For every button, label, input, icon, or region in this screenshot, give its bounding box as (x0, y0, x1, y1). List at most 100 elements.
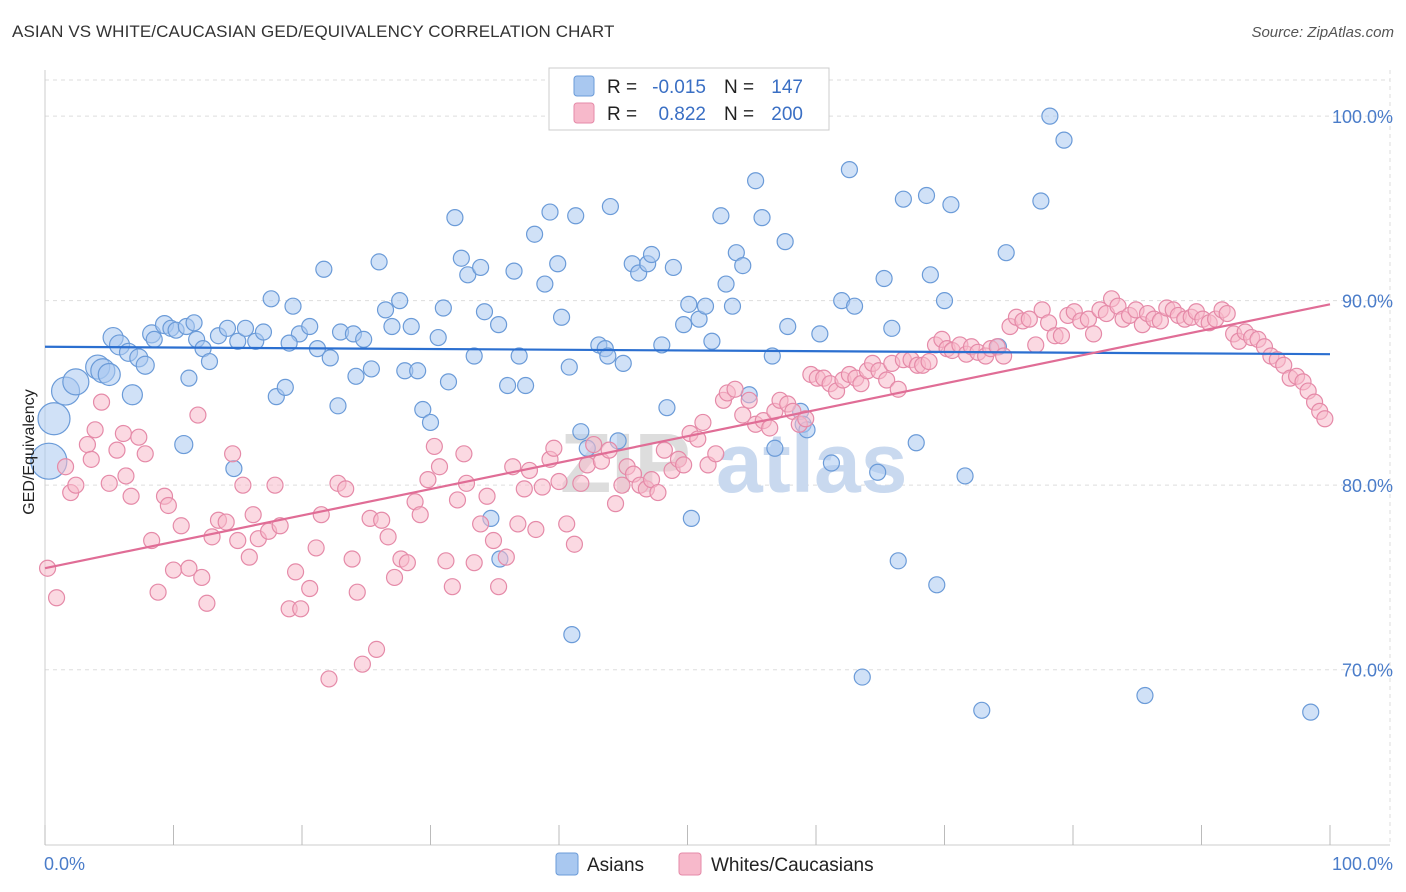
white-point-32 (240, 548, 258, 566)
asian-point-137 (997, 244, 1015, 262)
asian-point-95 (563, 626, 581, 644)
white-point-61 (430, 458, 449, 476)
white-point-110 (740, 391, 758, 409)
white-point-97 (655, 441, 673, 459)
asian-point-73 (525, 225, 544, 243)
asian-point-104 (723, 297, 742, 315)
asian-point-64 (472, 258, 490, 277)
white-point-74 (509, 515, 527, 533)
asian-point-113 (779, 317, 797, 336)
white-point-100 (675, 456, 693, 474)
asian-point-108 (747, 172, 765, 190)
white-point-25 (198, 594, 216, 612)
y-axis-title: GED/Equivalency (21, 389, 38, 514)
white-point-48 (348, 583, 366, 601)
asian-point-28 (180, 369, 198, 387)
white-point-203 (1316, 410, 1334, 428)
asian-point-123 (869, 463, 887, 481)
series-label-whites: Whites/Caucasians (711, 855, 874, 876)
asian-point-130 (921, 266, 939, 284)
asian-point-84 (599, 347, 617, 365)
white-point-85 (578, 456, 596, 474)
legend-asian-r-label: R = (607, 77, 637, 98)
asian-point-139 (1041, 107, 1059, 125)
white-point-86 (585, 435, 603, 454)
asian-point-92 (653, 336, 671, 354)
white-point-51 (367, 640, 386, 659)
white-point-42 (307, 539, 325, 557)
white-point-71 (490, 578, 508, 596)
asian-point-56 (421, 413, 440, 432)
legend-swatch-whites (573, 102, 595, 124)
white-point-40 (292, 600, 310, 618)
asian-point-142 (1302, 703, 1320, 721)
white-point-4 (67, 476, 85, 494)
asian-point-122 (853, 668, 871, 686)
white-point-139 (920, 352, 938, 371)
white-point-17 (149, 583, 167, 601)
white-point-109 (734, 406, 752, 424)
asian-point-120 (840, 161, 859, 179)
asian-point-30 (174, 434, 194, 455)
white-point-70 (484, 531, 503, 550)
white-point-81 (550, 472, 568, 491)
white-point-11 (114, 424, 132, 443)
white-point-72 (497, 548, 515, 566)
white-point-83 (565, 535, 584, 553)
white-point-24 (193, 568, 211, 587)
asian-point-124 (875, 269, 893, 288)
white-point-80 (545, 439, 563, 457)
y-tick-label-70: 70.0% (1342, 661, 1393, 681)
source-note: Source: ZipAtlas.com (1251, 24, 1394, 41)
white-point-5 (78, 435, 97, 454)
white-point-1 (47, 589, 66, 607)
asian-point-50 (383, 317, 401, 336)
white-point-36 (266, 476, 284, 494)
asian-point-60 (446, 209, 464, 227)
series-swatch-asians (555, 852, 579, 876)
asian-point-103 (717, 275, 735, 293)
asian-point-34 (262, 290, 280, 308)
asian-point-54 (409, 362, 427, 380)
white-point-46 (337, 480, 355, 498)
white-point-60 (425, 437, 443, 456)
white-point-151 (995, 347, 1013, 365)
asian-point-71 (510, 347, 528, 365)
white-point-82 (558, 515, 576, 533)
white-point-119 (797, 410, 815, 428)
white-point-44 (320, 670, 338, 688)
white-point-47 (343, 550, 361, 568)
white-point-165 (1084, 325, 1103, 343)
asian-point-3 (62, 368, 90, 396)
white-point-49 (353, 655, 371, 673)
asian-point-91 (642, 245, 661, 264)
white-point-8 (92, 393, 111, 411)
asian-point-42 (329, 397, 347, 415)
asian-point-106 (734, 256, 752, 275)
white-point-39 (286, 563, 305, 581)
asian-point-70 (505, 262, 523, 280)
white-point-67 (465, 554, 483, 572)
asian-point-140 (1055, 131, 1073, 149)
white-point-69 (478, 487, 496, 505)
asian-point-59 (439, 373, 458, 391)
asian-point-29 (200, 352, 219, 371)
white-point-13 (117, 467, 135, 485)
asian-point-133 (942, 196, 960, 214)
asian-point-98 (680, 295, 698, 313)
x-tick-label-max: 100.0% (1332, 854, 1393, 874)
asian-point-134 (956, 467, 974, 485)
white-point-33 (244, 506, 262, 524)
white-point-22 (180, 559, 198, 577)
legend-white-n-value: 200 (771, 104, 803, 125)
white-point-155 (1020, 310, 1038, 328)
asian-point-67 (490, 316, 508, 334)
white-point-31 (234, 476, 252, 494)
white-point-29 (224, 445, 242, 463)
asian-point-85 (601, 197, 620, 216)
legend-box (548, 67, 830, 131)
asian-point-126 (889, 552, 907, 570)
white-point-9 (100, 474, 118, 492)
legend-white-n-label: N = (724, 104, 754, 125)
